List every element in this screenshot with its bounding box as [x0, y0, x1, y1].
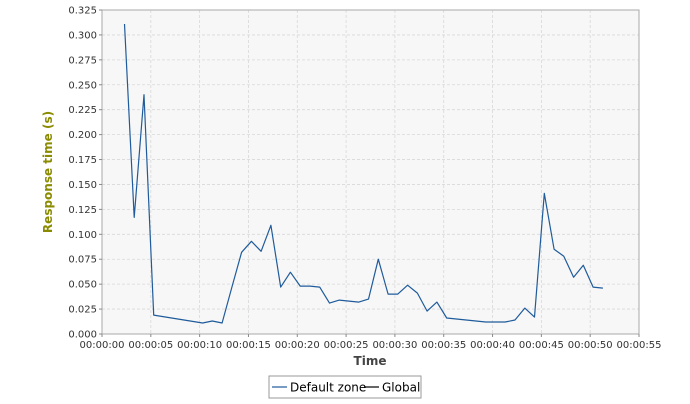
- y-tick-label: 0.250: [68, 80, 97, 91]
- legend: Default zone Global: [268, 375, 422, 399]
- legend-label-default-zone: Default zone: [290, 381, 366, 395]
- plot-border: [101, 9, 640, 335]
- y-tick-label: 0.200: [68, 130, 97, 141]
- x-tick-label: 00:00:55: [617, 340, 662, 351]
- x-tick-label: 00:00:25: [324, 340, 369, 351]
- series-line-default-zone: [123, 23, 603, 324]
- y-tick-label: 0.325: [68, 6, 97, 17]
- y-tick-label: 0.025: [68, 305, 97, 316]
- x-tick-label: 00:00:45: [519, 340, 564, 351]
- x-tick-label: 00:00:00: [80, 340, 125, 351]
- y-tick-label: 0.050: [68, 280, 97, 291]
- y-tick-label: 0.075: [68, 255, 97, 266]
- x-tick-label: 00:00:20: [275, 340, 320, 351]
- x-tick-label: 00:00:50: [568, 340, 613, 351]
- x-tick-label: 00:00:35: [421, 340, 466, 351]
- y-tick-label: 0.100: [68, 230, 97, 241]
- y-tick-label: 0.000: [68, 330, 97, 341]
- y-tick-label: 0.150: [68, 180, 97, 191]
- x-axis-title: Time: [354, 354, 387, 368]
- y-tick-label: 0.275: [68, 55, 97, 66]
- legend-label-global: Global: [382, 381, 420, 395]
- y-tick-label: 0.175: [68, 155, 97, 166]
- x-tick-label: 00:00:15: [226, 340, 271, 351]
- plot-area: [102, 10, 639, 334]
- legend-box: [268, 375, 422, 399]
- x-tick-label: 00:00:05: [128, 340, 173, 351]
- y-axis: 0.000 0.025 0.050 0.075 0.100 0.125 0.150 0.175…: [68, 6, 102, 341]
- y-tick-label: 0.300: [68, 30, 97, 41]
- series-layer: [123, 23, 603, 324]
- x-tick-label: 00:00:10: [177, 340, 222, 351]
- x-axis: 00:00:00 00:00:05 00:00:10 00:00:15 00:00:20…: [80, 334, 662, 351]
- grid: [102, 10, 639, 334]
- y-axis-title: Response time (s): [41, 111, 55, 233]
- y-tick-label: 0.225: [68, 105, 97, 116]
- x-tick-label: 00:00:30: [372, 340, 417, 351]
- x-tick-label: 00:00:40: [470, 340, 515, 351]
- y-tick-label: 0.125: [68, 205, 97, 216]
